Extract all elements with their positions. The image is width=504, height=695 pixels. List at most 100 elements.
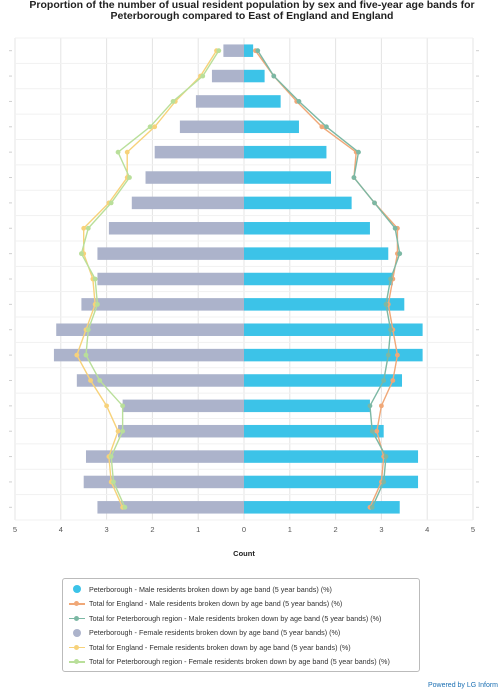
female-bar — [211, 69, 244, 83]
series-point — [374, 428, 380, 434]
female-bar — [56, 323, 244, 336]
series-point — [383, 454, 389, 459]
x-tick-label: 5 — [471, 525, 475, 534]
series-point — [397, 251, 403, 257]
x-tick-label: 1 — [196, 525, 200, 534]
male-bar — [244, 501, 400, 514]
series-point — [390, 378, 396, 383]
series-point — [115, 149, 121, 155]
legend-marker-male-region — [69, 613, 85, 623]
male-bar — [244, 196, 352, 210]
legend-marker-male-england — [69, 599, 85, 609]
series-point — [120, 428, 126, 434]
series-point — [147, 124, 153, 130]
x-tick-label: 3 — [105, 525, 109, 534]
powered-by-credit[interactable]: Powered by LG Inform — [427, 682, 498, 689]
male-bar — [244, 44, 254, 57]
series-point — [381, 378, 387, 383]
male-bar — [244, 399, 370, 413]
female-bar — [83, 475, 244, 489]
x-tick-label: 5 — [13, 525, 17, 534]
chart-legend: Peterborough - Male residents broken dow… — [62, 578, 420, 672]
legend-marker-male-peterborough — [69, 584, 85, 594]
series-point — [85, 225, 91, 231]
male-bar — [244, 374, 403, 387]
series-point — [92, 276, 98, 282]
legend-item-male-peterborough[interactable]: Peterborough - Male residents broken dow… — [69, 582, 413, 597]
female-bar — [179, 120, 244, 134]
legend-label: Peterborough - Male residents broken dow… — [89, 584, 332, 594]
series-point — [124, 149, 130, 155]
female-bar — [118, 424, 244, 438]
male-bar — [244, 424, 384, 438]
series-point — [74, 352, 80, 358]
series-point — [388, 327, 393, 333]
female-bar — [81, 298, 244, 311]
female-bar — [223, 44, 244, 57]
series-point — [120, 403, 126, 409]
series-point — [115, 428, 121, 434]
male-bar — [244, 323, 423, 336]
female-bar — [97, 272, 244, 286]
male-bar — [244, 95, 281, 108]
legend-item-male-england[interactable]: Total for England - Male residents broke… — [69, 597, 413, 612]
female-bar — [131, 196, 244, 210]
legend-marker-female-england — [69, 642, 85, 652]
female-bar — [122, 399, 244, 413]
series-point — [395, 352, 400, 358]
series-point — [351, 175, 357, 180]
male-bar — [244, 272, 393, 286]
female-bar — [108, 222, 244, 235]
x-tick-label: 2 — [334, 525, 338, 534]
series-point — [108, 200, 114, 206]
female-bar — [154, 145, 244, 159]
series-point — [216, 48, 222, 54]
female-bar — [76, 374, 244, 387]
legend-label: Peterborough - Female residents broken d… — [89, 628, 341, 638]
series-point — [97, 378, 103, 383]
female-bar — [97, 247, 244, 260]
chart-title-line-1: Proportion of the number of usual reside… — [29, 0, 475, 11]
series-point — [83, 352, 89, 358]
series-point — [388, 276, 393, 282]
series-point — [88, 378, 93, 383]
series-point — [296, 99, 302, 104]
male-bar — [244, 247, 389, 260]
female-bar — [97, 501, 244, 514]
chart-title-line-2: Peterborough compared to East of England… — [110, 10, 394, 22]
x-tick-label: 0 — [242, 525, 246, 534]
legend-label: Total for England - Female residents bro… — [89, 642, 351, 652]
legend-label: Total for Peterborough region - Male res… — [89, 613, 382, 623]
series-point — [392, 225, 398, 231]
male-bar — [244, 475, 419, 489]
series-point — [122, 504, 128, 510]
male-bar — [244, 120, 299, 134]
series-point — [319, 124, 325, 130]
series-point — [104, 403, 109, 409]
series-point — [152, 124, 158, 130]
series-point — [324, 124, 329, 130]
series-point — [369, 428, 375, 434]
legend-item-female-england[interactable]: Total for England - Female residents bro… — [69, 640, 413, 655]
legend-label: Total for Peterborough region - Female r… — [89, 657, 390, 667]
series-point — [381, 479, 387, 485]
series-point — [79, 251, 84, 257]
series-point — [170, 99, 176, 104]
legend-label: Total for England - Male residents broke… — [89, 599, 343, 609]
male-bar — [244, 171, 332, 184]
series-point — [372, 200, 377, 206]
series-point — [356, 149, 361, 155]
male-bar — [244, 450, 419, 463]
legend-marker-female-peterborough — [69, 628, 85, 638]
female-bar — [53, 348, 245, 362]
female-bar — [85, 450, 245, 463]
series-point — [95, 301, 100, 307]
legend-item-female-peterborough[interactable]: Peterborough - Female residents broken d… — [69, 626, 413, 641]
male-bar — [244, 69, 265, 83]
series-point — [200, 73, 206, 79]
legend-item-female-region[interactable]: Total for Peterborough region - Female r… — [69, 655, 413, 670]
series-point — [111, 479, 116, 485]
x-tick-label: 4 — [59, 525, 63, 534]
series-point — [379, 403, 384, 409]
legend-item-male-region[interactable]: Total for Peterborough region - Male res… — [69, 611, 413, 626]
